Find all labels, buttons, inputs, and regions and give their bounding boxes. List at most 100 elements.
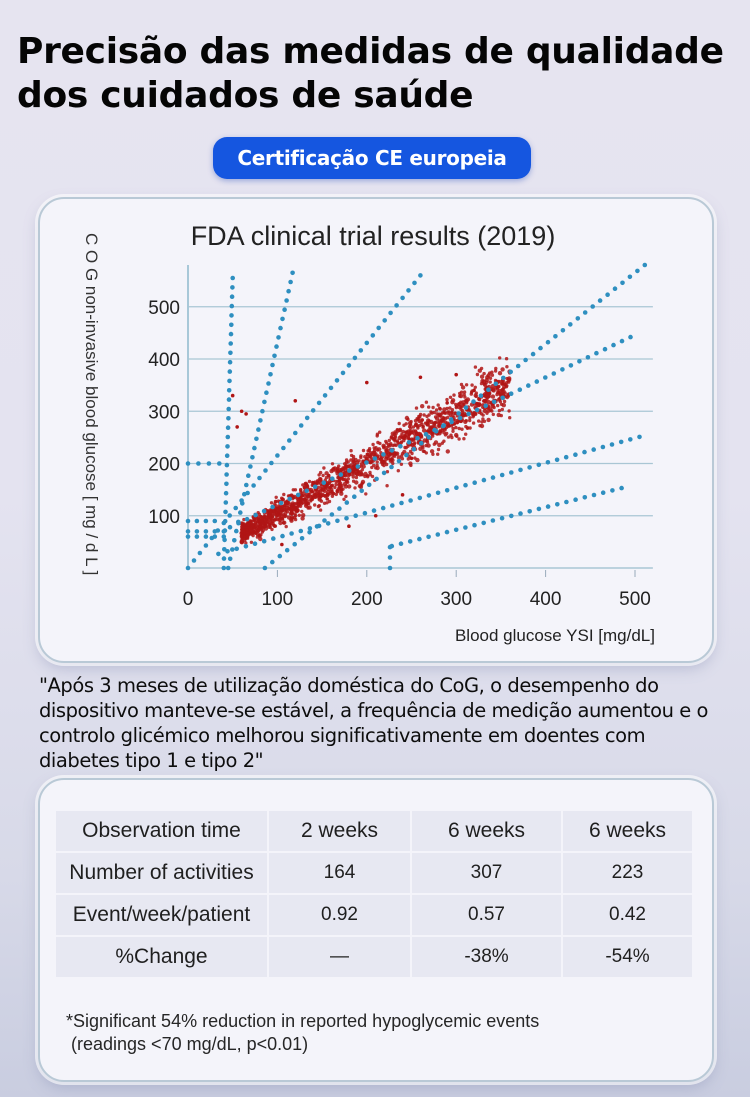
- data-point: [353, 467, 358, 472]
- x-tick-label: 300: [440, 589, 472, 610]
- data-point: [438, 407, 442, 411]
- data-point: [460, 412, 465, 417]
- data-point: [475, 372, 480, 377]
- data-point: [371, 442, 375, 447]
- data-point: [506, 377, 512, 383]
- data-point: [342, 481, 348, 486]
- data-point: [442, 410, 446, 414]
- data-point: [436, 403, 440, 407]
- data-point: [365, 380, 369, 385]
- zone-dot: [185, 518, 191, 524]
- data-point: [460, 385, 466, 390]
- zone-dot: [223, 509, 228, 515]
- data-point: [450, 411, 454, 415]
- ce-certification-badge: Certificação CE europeia: [213, 137, 531, 179]
- data-point: [502, 399, 507, 404]
- data-point: [462, 390, 467, 394]
- data-point: [419, 435, 424, 439]
- data-point: [420, 422, 424, 427]
- data-point: [249, 540, 254, 544]
- data-point: [431, 452, 435, 456]
- data-point: [321, 473, 325, 478]
- zone-dot: [620, 280, 625, 286]
- data-point: [248, 519, 253, 524]
- zone-dot: [282, 307, 287, 313]
- zone-dot: [248, 464, 253, 469]
- data-point: [322, 466, 326, 470]
- data-point: [471, 421, 476, 425]
- data-point: [337, 475, 341, 480]
- data-point: [343, 465, 348, 470]
- data-point: [242, 517, 246, 522]
- data-point: [464, 432, 468, 436]
- y-tick-label: 500: [148, 298, 180, 319]
- zone-dot: [226, 406, 231, 412]
- data-point: [409, 456, 414, 461]
- data-point: [463, 395, 467, 399]
- data-point: [445, 449, 450, 454]
- zone-dot: [499, 472, 505, 478]
- data-point: [368, 460, 373, 465]
- data-point: [421, 428, 427, 433]
- data-point: [351, 457, 356, 461]
- data-point: [267, 521, 271, 525]
- zone-dot: [224, 462, 230, 468]
- zone-dot: [582, 495, 588, 500]
- data-point: [507, 409, 511, 413]
- zone-dot: [203, 543, 209, 548]
- zone-dot: [370, 333, 376, 338]
- zone-dot: [325, 521, 331, 526]
- data-point: [477, 398, 482, 402]
- data-point: [433, 415, 438, 419]
- data-point: [409, 463, 413, 468]
- data-point: [449, 433, 453, 437]
- data-point: [323, 487, 328, 491]
- data-point: [459, 400, 463, 404]
- zone-dot: [270, 362, 275, 368]
- data-point: [239, 539, 245, 545]
- zone-dot: [197, 550, 203, 556]
- zone-dot: [216, 551, 221, 557]
- zone-dot: [262, 399, 267, 405]
- zone-dot: [223, 490, 229, 496]
- zone-dot: [426, 435, 432, 440]
- zone-dot: [453, 527, 459, 533]
- data-point: [478, 424, 482, 428]
- zone-dot: [637, 434, 642, 440]
- data-point: [317, 497, 322, 502]
- data-point: [252, 526, 256, 531]
- zone-dot: [221, 520, 227, 526]
- zone-dot: [260, 408, 265, 414]
- zone-dot: [244, 482, 249, 488]
- data-point: [452, 393, 456, 397]
- zone-dot: [406, 288, 411, 293]
- data-point: [422, 413, 426, 417]
- data-point: [462, 402, 466, 407]
- zone-dot: [330, 476, 335, 482]
- zone-dot: [582, 449, 587, 455]
- zone-dot: [245, 490, 250, 496]
- data-point: [339, 491, 344, 496]
- zone-dot: [225, 444, 230, 449]
- data-point: [468, 426, 472, 430]
- zone-dot: [203, 534, 209, 539]
- data-point: [462, 437, 466, 441]
- data-point: [433, 440, 439, 445]
- data-point: [246, 533, 250, 537]
- x-tick-label: 100: [262, 589, 294, 610]
- zone-dot: [194, 518, 200, 524]
- data-point: [422, 438, 427, 443]
- zone-dot: [388, 310, 393, 316]
- data-point: [438, 429, 442, 433]
- data-point: [274, 495, 278, 499]
- zone-dot: [545, 339, 551, 345]
- zone-dot: [536, 462, 542, 468]
- zone-dot: [284, 298, 289, 303]
- zone-dot: [338, 472, 344, 477]
- data-point: [480, 420, 484, 424]
- data-point: [482, 398, 486, 403]
- zone-dot: [376, 325, 382, 331]
- zone-dot: [226, 397, 232, 402]
- data-point: [389, 443, 393, 447]
- page-title: Precisão das medidas de qualidade dos cu…: [17, 30, 724, 118]
